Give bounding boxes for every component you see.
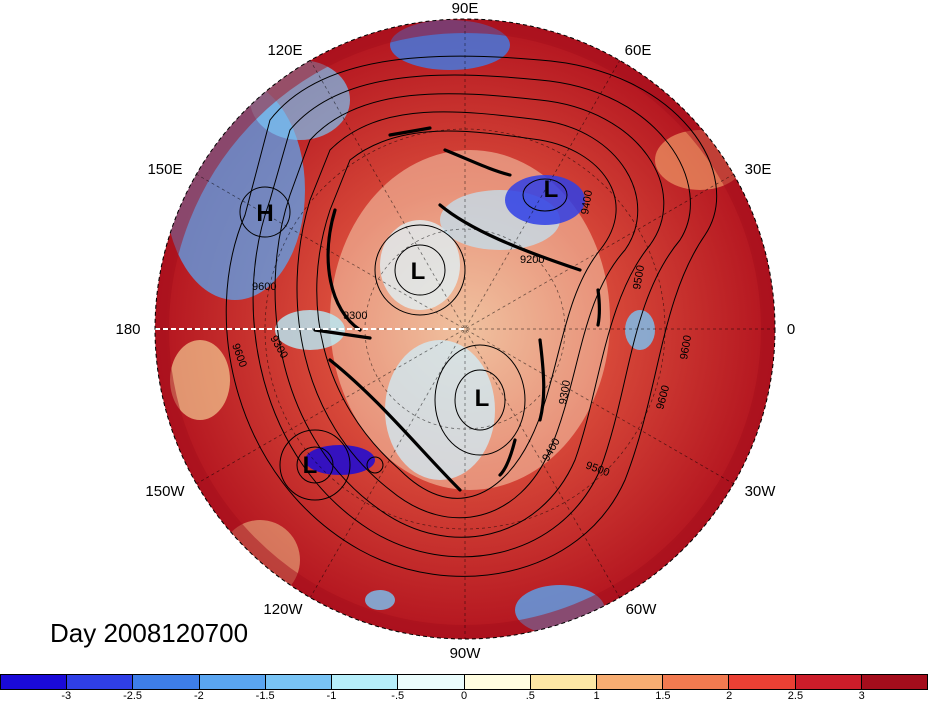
colorbar-tick-label: 1: [593, 690, 600, 702]
lon-label-60e: 60E: [625, 42, 652, 59]
colorbar-swatch: [199, 675, 266, 689]
contour-label: 9300: [557, 379, 573, 405]
colorbar-tick-label: -2: [193, 690, 204, 702]
geopotential-contours: [225, 55, 718, 577]
low-pressure-marker: L: [475, 385, 490, 412]
low-pressure-marker: L: [411, 258, 426, 285]
colorbar-labels: -3 -2.5 -2 -1.5 -1 -.5 0 .5 1 1.5 2 2.5 3: [0, 690, 928, 702]
lon-label-180: 180: [115, 321, 140, 338]
colorbar-tick-label: 1.5: [655, 690, 671, 702]
graticule: [155, 19, 775, 639]
colorbar-tick-label: 2: [726, 690, 733, 702]
colorbar-swatch: [398, 675, 465, 689]
colorbar-swatch: [861, 675, 928, 689]
lon-label-120w: 120W: [263, 601, 303, 618]
contour-label: 9300: [343, 310, 367, 322]
lon-label-30e: 30E: [745, 161, 772, 178]
colorbar-swatch: [67, 675, 134, 689]
colorbar-swatch: [332, 675, 399, 689]
map-boundary: [154, 18, 776, 640]
lon-label-0: 0: [787, 321, 795, 338]
contour-label: 9600: [252, 281, 276, 293]
longitude-labels: 90E 60E 30E 0 30W 60W 90W 120W 150W 180 …: [115, 0, 795, 662]
colorbar-tick-label: 0: [460, 690, 468, 702]
lon-label-150e: 150E: [147, 161, 182, 178]
lon-label-30w: 30W: [745, 483, 777, 500]
colorbar-tick-label: -1: [326, 690, 337, 702]
lon-label-60w: 60W: [626, 601, 658, 618]
contour-label: 9500: [631, 264, 647, 290]
colorbar-swatch: [464, 675, 531, 689]
colorbar-swatch: [133, 675, 200, 689]
colorbar-swatch: [596, 675, 664, 689]
colorbar-tick-label: .5: [525, 690, 535, 702]
colorbar-tick-label: -3: [61, 690, 72, 702]
colorbar-swatch: [1, 675, 68, 689]
lon-label-90e: 90E: [452, 0, 479, 17]
pressure-centers: H L L L L: [256, 176, 558, 479]
colorbar-tick-label: 3: [858, 690, 865, 702]
colorbar-swatch: [663, 675, 730, 689]
contour-label: 9400: [579, 189, 595, 215]
colorbar-tick-label: 2.5: [787, 690, 804, 702]
high-pressure-marker: H: [256, 200, 273, 227]
colorbar-tick-label: -2.5: [123, 690, 143, 702]
low-pressure-marker: L: [303, 452, 318, 479]
lon-label-150w: 150W: [145, 483, 185, 500]
colorbar-swatch: [795, 675, 862, 689]
low-pressure-marker: L: [544, 176, 559, 203]
contour-label: 9600: [678, 334, 694, 360]
colorbar-swatch: [729, 675, 796, 689]
contour-label: 9200: [520, 254, 544, 266]
colorbar: [0, 674, 928, 690]
colorbar-swatch: [530, 675, 597, 689]
jet-segments: [313, 126, 602, 492]
colorbar-tick-label: -1.5: [255, 690, 275, 702]
lon-label-90w: 90W: [450, 645, 482, 662]
day-label: Day 2008120700: [50, 618, 249, 648]
lon-label-120e: 120E: [267, 42, 302, 59]
colorbar-tick-label: -.5: [391, 690, 405, 702]
colorbar-swatch: [265, 675, 333, 689]
